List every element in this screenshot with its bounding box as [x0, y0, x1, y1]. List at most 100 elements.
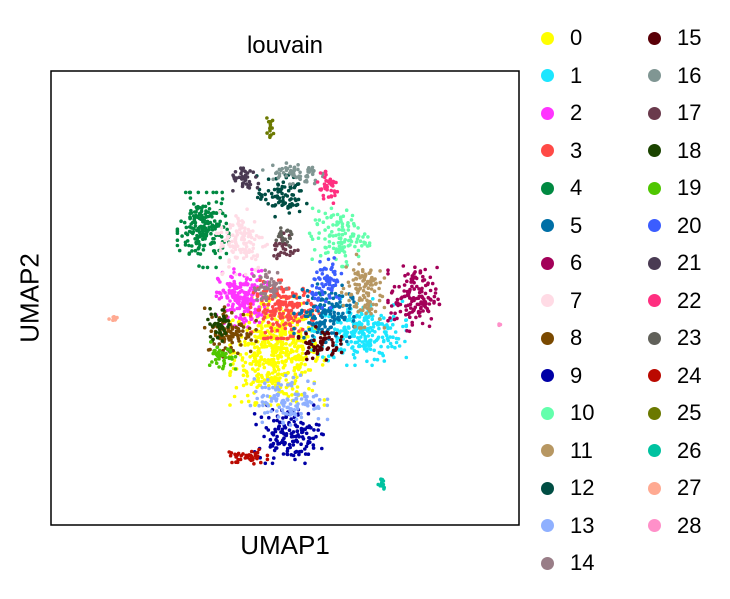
point-cluster-15 [330, 338, 334, 342]
point-cluster-9 [299, 420, 303, 425]
series-7 [214, 207, 270, 277]
point-cluster-9 [267, 415, 271, 420]
point-cluster-10 [310, 257, 315, 262]
legend-marker [541, 444, 554, 457]
point-cluster-11 [360, 274, 364, 278]
point-cluster-10 [339, 219, 343, 224]
x-axis-label: UMAP1 [240, 530, 330, 560]
point-cluster-12 [276, 200, 281, 205]
point-cluster-11 [374, 302, 379, 307]
point-cluster-2 [257, 305, 261, 309]
legend-label: 6 [570, 250, 583, 275]
point-cluster-19 [209, 340, 213, 344]
point-cluster-1 [353, 363, 357, 368]
legend-label: 16 [677, 62, 702, 88]
point-cluster-12 [281, 180, 286, 184]
point-cluster-7 [231, 250, 235, 254]
point-cluster-5 [336, 311, 341, 316]
point-cluster-12 [285, 194, 290, 198]
point-cluster-17 [275, 243, 279, 248]
point-cluster-5 [317, 324, 321, 329]
point-cluster-8 [237, 339, 241, 343]
point-cluster-3 [278, 305, 282, 309]
point-cluster-15 [312, 345, 316, 349]
point-cluster-0 [306, 334, 310, 339]
point-cluster-9 [291, 443, 296, 447]
point-cluster-9 [290, 439, 295, 444]
point-cluster-5 [334, 302, 339, 306]
point-cluster-5 [315, 282, 320, 286]
point-cluster-5 [315, 321, 319, 325]
point-cluster-11 [341, 303, 346, 308]
point-cluster-7 [227, 260, 231, 264]
point-cluster-12 [255, 195, 260, 200]
point-cluster-4 [217, 222, 221, 226]
point-cluster-21 [243, 178, 248, 182]
point-cluster-6 [437, 302, 442, 307]
point-cluster-16 [288, 182, 292, 186]
point-cluster-10 [353, 244, 357, 249]
point-cluster-13 [296, 402, 300, 406]
point-cluster-5 [297, 312, 302, 316]
point-cluster-2 [248, 277, 253, 282]
point-cluster-2 [225, 282, 230, 286]
point-cluster-0 [269, 361, 274, 366]
point-cluster-13 [286, 398, 290, 402]
point-cluster-18 [220, 339, 225, 343]
point-cluster-4 [224, 251, 229, 256]
point-cluster-3 [248, 310, 253, 315]
point-cluster-11 [382, 305, 387, 310]
point-cluster-3 [286, 296, 291, 300]
legend-marker [648, 519, 661, 532]
point-cluster-6 [393, 311, 397, 316]
point-cluster-2 [239, 283, 243, 287]
point-cluster-4 [194, 210, 198, 214]
point-cluster-1 [386, 326, 390, 331]
point-cluster-18 [208, 322, 212, 326]
point-cluster-1 [388, 335, 393, 339]
point-cluster-11 [354, 305, 359, 309]
point-cluster-15 [334, 331, 339, 336]
point-cluster-5 [348, 306, 352, 311]
point-cluster-0 [256, 377, 261, 381]
point-cluster-17 [272, 254, 276, 258]
point-cluster-12 [291, 193, 296, 197]
point-cluster-1 [362, 347, 367, 351]
point-cluster-6 [410, 323, 415, 327]
point-cluster-8 [236, 334, 240, 339]
point-cluster-1 [349, 340, 354, 344]
point-cluster-10 [310, 206, 315, 211]
point-cluster-4 [214, 190, 219, 195]
point-cluster-20 [320, 272, 325, 276]
point-cluster-0 [308, 368, 313, 372]
point-cluster-16 [281, 171, 286, 175]
point-cluster-5 [292, 294, 296, 299]
point-cluster-0 [257, 360, 262, 364]
point-cluster-13 [283, 400, 287, 405]
point-cluster-5 [305, 314, 310, 319]
point-cluster-2 [250, 267, 254, 272]
point-cluster-10 [329, 206, 334, 211]
point-cluster-1 [343, 331, 348, 336]
point-cluster-0 [290, 393, 294, 397]
point-cluster-8 [210, 315, 214, 319]
point-cluster-22 [315, 180, 320, 184]
point-cluster-8 [217, 342, 222, 346]
point-cluster-11 [367, 279, 372, 284]
chart-title: louvain [246, 32, 324, 59]
point-cluster-6 [420, 294, 424, 299]
series-23 [274, 226, 294, 248]
point-cluster-20 [335, 278, 339, 283]
point-cluster-10 [339, 241, 344, 246]
point-cluster-3 [248, 314, 253, 318]
point-cluster-16 [292, 165, 297, 170]
point-cluster-11 [354, 301, 359, 306]
legend-marker [648, 294, 661, 307]
point-cluster-7 [251, 242, 256, 247]
point-cluster-10 [344, 260, 349, 264]
point-cluster-4 [200, 227, 205, 231]
point-cluster-10 [356, 226, 360, 230]
legend-item-26: 26 [648, 438, 701, 464]
point-cluster-9 [306, 452, 311, 457]
point-cluster-1 [361, 344, 366, 348]
